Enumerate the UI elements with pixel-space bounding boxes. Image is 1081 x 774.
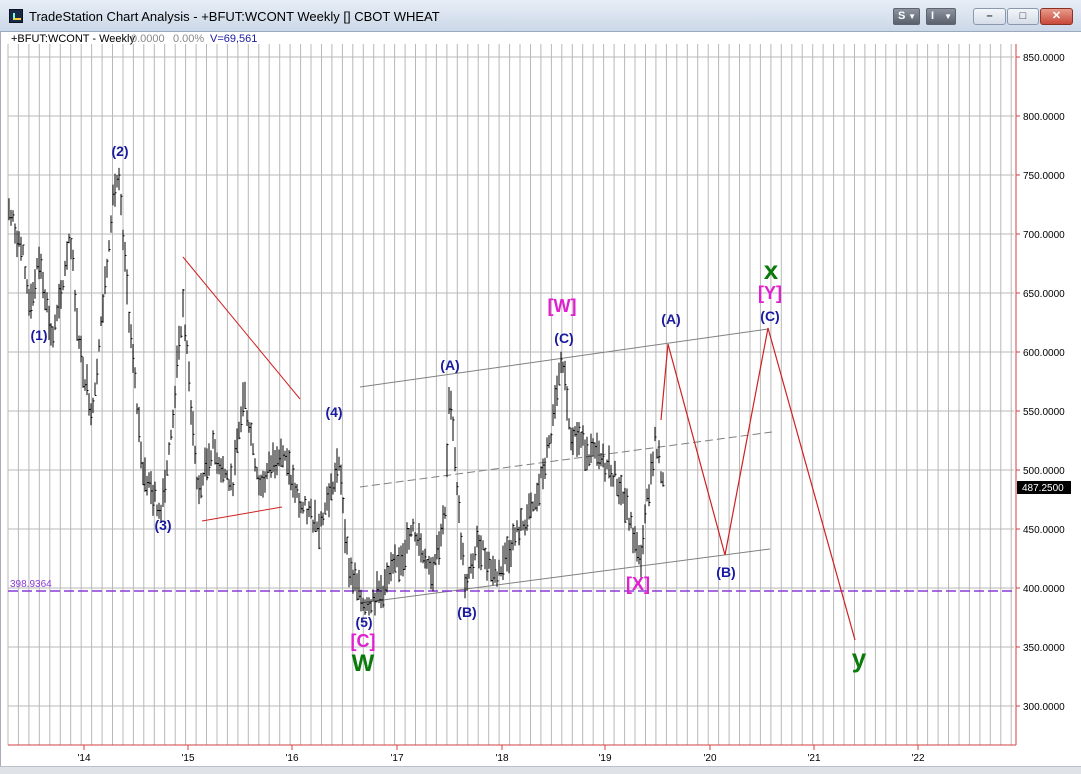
- time-tick-label: '19: [598, 753, 611, 764]
- projection-path: [660, 327, 856, 641]
- triangle-lower-line: [201, 506, 283, 522]
- time-tick-label: '16: [285, 753, 298, 764]
- wave-label-b-2017: (B): [457, 604, 476, 620]
- price-bars: [8, 167, 665, 616]
- style-menu-label: S: [898, 10, 906, 22]
- wave-label-2: (2): [111, 143, 128, 159]
- channel-lower-line: [359, 548, 771, 604]
- price-tick-label: 450.0000: [1023, 525, 1065, 536]
- price-tick-label: 300.0000: [1023, 702, 1065, 713]
- last-price-box: [1017, 481, 1071, 494]
- wave-label-3: (3): [154, 517, 171, 533]
- channel-mid-line: [359, 431, 773, 488]
- price-tick-label: 600.0000: [1023, 348, 1065, 359]
- maximize-button[interactable]: □: [1007, 8, 1039, 25]
- style-menu-button[interactable]: S ▼: [893, 8, 920, 25]
- time-tick-label: '21: [807, 753, 820, 764]
- time-tick-label: '22: [911, 753, 924, 764]
- price-tick-label: 650.0000: [1023, 289, 1065, 300]
- wave-label-big-x: x: [764, 255, 779, 285]
- wave-label-bracket-x: [X]: [626, 574, 650, 594]
- wave-label-1: (1): [30, 327, 47, 343]
- time-tick-label: '20: [703, 753, 716, 764]
- price-tick-label: 800.0000: [1023, 112, 1065, 123]
- chart-symbol-label: +BFUT:WCONT - Weekly: [11, 33, 135, 45]
- time-tick-label: '14: [77, 753, 90, 764]
- wave-label-a-2019: (A): [661, 311, 680, 327]
- close-icon: ✕: [1051, 10, 1062, 22]
- price-tick-label: 750.0000: [1023, 171, 1065, 182]
- wave-label-big-w: W: [352, 650, 375, 677]
- volume-value: V=69,561: [210, 33, 258, 45]
- price-axis: 850.0000 800.0000 750.0000 700.0000 650.0000…: [1016, 53, 1065, 713]
- chevron-down-icon: ▼: [944, 12, 952, 21]
- time-tick-label: '18: [495, 753, 508, 764]
- wave-label-bracket-y: [Y]: [758, 283, 782, 303]
- wave-label-c-2020: (C): [760, 308, 779, 324]
- time-tick-label: '17: [390, 753, 403, 764]
- percent-change-value: 0.00%: [173, 33, 205, 45]
- channel-upper-line: [359, 328, 769, 388]
- close-button[interactable]: ✕: [1040, 8, 1073, 25]
- indicator-menu-button[interactable]: I ▼: [926, 8, 956, 25]
- price-tick-label: 550.0000: [1023, 407, 1065, 418]
- app-icon: [9, 9, 23, 23]
- minimize-button[interactable]: –: [973, 8, 1006, 25]
- triangle-lines: [182, 256, 301, 522]
- indicator-menu-label: I: [931, 10, 935, 22]
- last-price-label: 487.2500: [1022, 483, 1064, 494]
- wave-labels: (1) (2) (3) (4) (5) [C] W (A) (B) (C) [W…: [30, 143, 866, 677]
- horizontal-scrollbar[interactable]: [0, 766, 1081, 774]
- wave-label-4: (4): [325, 404, 342, 420]
- wave-label-5: (5): [355, 614, 372, 630]
- wave-label-bracket-c: [C]: [351, 631, 376, 651]
- wave-label-b-2020: (B): [716, 564, 735, 580]
- wave-label-big-y: y: [852, 643, 867, 673]
- price-tick-label: 500.0000: [1023, 466, 1065, 477]
- maximize-icon: □: [1019, 10, 1027, 22]
- chart-grid: [7, 44, 1014, 745]
- price-tick-label: 700.0000: [1023, 230, 1065, 241]
- net-change-value: 0.0000: [131, 33, 165, 45]
- price-tick-label: 400.0000: [1023, 584, 1065, 595]
- window-title: TradeStation Chart Analysis - +BFUT:WCON…: [29, 9, 440, 24]
- trend-channels: [359, 328, 773, 604]
- price-tick-label: 850.0000: [1023, 53, 1065, 64]
- chevron-down-icon: ▼: [908, 12, 916, 21]
- time-axis: '14 '15 '16 '17 '18 '19 '20 '21 '22: [77, 745, 925, 764]
- wave-label-c-2018: (C): [554, 330, 573, 346]
- triangle-upper-line: [182, 256, 301, 400]
- wave-label-a-2017: (A): [440, 357, 459, 373]
- title-bar: TradeStation Chart Analysis - +BFUT:WCON…: [0, 0, 1081, 32]
- wave-label-bracket-w: [W]: [548, 296, 577, 316]
- minimize-icon: –: [986, 10, 993, 22]
- time-tick-label: '15: [181, 753, 194, 764]
- price-tick-label: 350.0000: [1023, 643, 1065, 654]
- support-value-label: 398.9364: [10, 579, 52, 590]
